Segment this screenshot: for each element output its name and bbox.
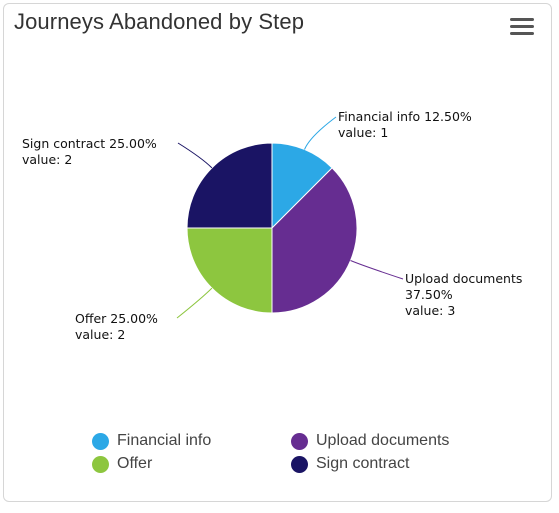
chart-title: Journeys Abandoned by Step xyxy=(14,9,305,34)
data-label-line: value: 2 xyxy=(75,327,125,342)
legend-item-sign-contract[interactable]: Sign contract xyxy=(291,455,409,473)
legend-label: Sign contract xyxy=(316,455,410,472)
data-label-line: Upload documents xyxy=(405,271,522,286)
menu-bar xyxy=(510,18,534,21)
legend-item-offer[interactable]: Offer xyxy=(92,455,152,473)
hamburger-menu-icon[interactable] xyxy=(510,18,534,38)
data-label-offer: Offer 25.00% value: 2 xyxy=(75,311,158,342)
legend-dot xyxy=(291,432,308,450)
data-label-line: Financial info 12.50% xyxy=(338,109,472,124)
data-label-line: Sign contract 25.00% xyxy=(22,136,157,151)
connector-offer xyxy=(176,287,213,319)
data-label-line: Offer 25.00% xyxy=(75,311,158,326)
legend-label: Offer xyxy=(117,455,153,472)
data-label-line: 37.50% xyxy=(405,287,453,302)
pie-slice-offer[interactable] xyxy=(186,227,273,314)
menu-bar xyxy=(510,32,534,35)
legend-dot xyxy=(92,455,109,473)
data-label-line: value: 3 xyxy=(405,303,455,318)
data-label-upload-documents: Upload documents 37.50% value: 3 xyxy=(405,271,522,318)
data-label-line: value: 2 xyxy=(22,152,72,167)
chart-legend: Financial info Upload documents Offer Si… xyxy=(92,432,512,478)
pie-slice-sign-contract[interactable] xyxy=(186,142,273,229)
legend-item-financial-info[interactable]: Financial info xyxy=(92,432,211,450)
pie-slice-upload-documents[interactable] xyxy=(271,167,358,314)
legend-label: Upload documents xyxy=(316,432,450,449)
data-label-sign-contract: Sign contract 25.00% value: 2 xyxy=(22,136,157,167)
connector-financial-info xyxy=(304,116,337,150)
data-label-financial-info: Financial info 12.50% value: 1 xyxy=(338,109,472,140)
legend-item-upload-documents[interactable]: Upload documents xyxy=(291,432,449,450)
connector-sign-contract xyxy=(177,142,213,169)
legend-dot xyxy=(92,432,109,450)
pie-slice-financial-info[interactable] xyxy=(271,142,333,230)
legend-label: Financial info xyxy=(117,432,212,449)
menu-bar xyxy=(510,25,534,28)
data-label-line: value: 1 xyxy=(338,125,388,140)
connector-upload-documents xyxy=(350,260,404,280)
legend-dot xyxy=(291,455,308,473)
